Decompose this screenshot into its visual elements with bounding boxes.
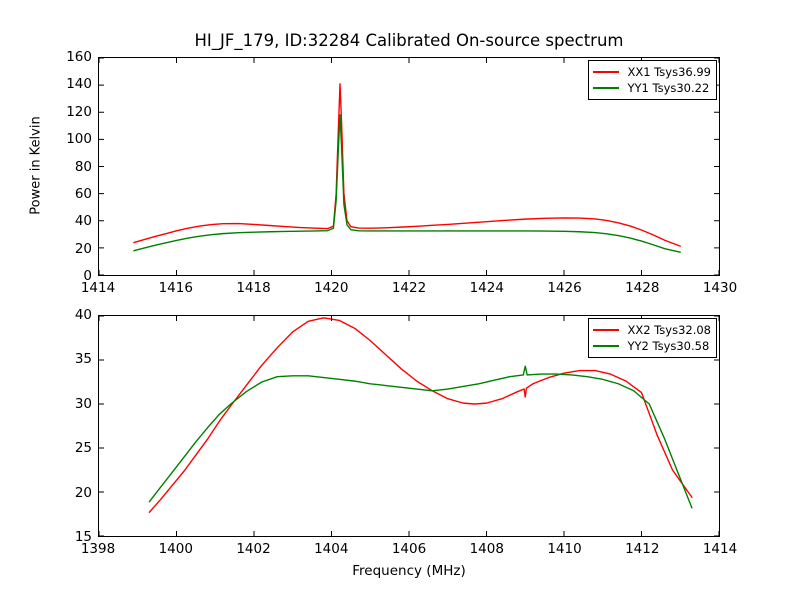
bottom-x-tick-label: 1410 — [547, 541, 582, 557]
figure-title: HI_JF_179, ID:32284 Calibrated On-source… — [194, 31, 624, 50]
legend-label-yy1: YY1 Tsys30.22 — [627, 81, 710, 95]
top-x-tick-label: 1418 — [236, 280, 271, 296]
legend-swatch-xx1 — [593, 71, 620, 73]
legend-item-yy1: YY1 Tsys30.22 — [593, 80, 711, 96]
bottom-x-tick-label: 1398 — [80, 541, 116, 557]
series-line — [134, 115, 680, 252]
bottom-x-tick-label: 1408 — [469, 541, 504, 557]
legend-item-yy2: YY2 Tsys30.58 — [593, 338, 711, 354]
bottom-x-tick-label: 1404 — [314, 541, 349, 557]
top-y-tick-label: 100 — [66, 131, 92, 148]
top-x-tick-label: 1430 — [702, 280, 738, 296]
legend-swatch-yy2 — [593, 345, 620, 347]
top-x-tick-label: 1420 — [314, 280, 349, 296]
top-x-tick-label: 1416 — [158, 280, 193, 296]
legend-label-xx2: XX2 Tsys32.08 — [627, 323, 711, 337]
legend-label-yy2: YY2 Tsys30.58 — [627, 339, 710, 353]
bottom-panel-plot-area — [99, 316, 719, 536]
bottom-x-tick-label: 1406 — [391, 541, 427, 557]
bottom-y-tick-label: 15 — [74, 529, 92, 545]
top-panel-plot-area — [99, 58, 719, 275]
series-line — [149, 366, 691, 508]
bottom-y-tick-label: 30 — [74, 395, 92, 412]
top-x-tick-label: 1426 — [547, 280, 582, 296]
top-x-tick-label: 1422 — [391, 280, 427, 296]
top-y-tick-label: 140 — [66, 76, 92, 93]
top-y-tick-label: 0 — [83, 268, 92, 284]
top-y-tick-label: 60 — [74, 185, 92, 202]
series-line — [134, 84, 680, 246]
bottom-y-tick-label: 40 — [74, 307, 92, 323]
top-x-tick-label: 1424 — [469, 280, 504, 296]
top-y-tick-label: 80 — [74, 158, 92, 175]
bottom-x-tick-label: 1414 — [702, 541, 738, 557]
top-y-tick-label: 120 — [66, 103, 92, 120]
top-x-tick-label: 1428 — [625, 280, 660, 296]
bottom-panel-x-axis-label: Frequency (MHz) — [352, 563, 466, 579]
bottom-y-tick-label: 25 — [74, 440, 92, 457]
top-y-tick-label: 40 — [74, 213, 92, 230]
legend-label-xx1: XX1 Tsys36.99 — [627, 65, 711, 79]
legend-item-xx2: XX2 Tsys32.08 — [593, 322, 711, 338]
bottom-x-tick-label: 1402 — [236, 541, 271, 557]
legend-swatch-xx2 — [593, 329, 620, 331]
bottom-panel-legend: XX2 Tsys32.08 YY2 Tsys30.58 — [588, 318, 717, 358]
top-panel-legend: XX1 Tsys36.99 YY1 Tsys30.22 — [588, 60, 717, 100]
top-panel-axes: XX1 Tsys36.99 YY1 Tsys30.22 — [98, 57, 720, 276]
top-y-tick-label: 160 — [66, 49, 92, 65]
bottom-y-tick-label: 35 — [74, 351, 92, 368]
bottom-x-tick-label: 1412 — [625, 541, 660, 557]
bottom-panel-axes: XX2 Tsys32.08 YY2 Tsys30.58 — [98, 315, 720, 537]
legend-swatch-yy1 — [593, 87, 620, 89]
legend-item-xx1: XX1 Tsys36.99 — [593, 64, 711, 80]
bottom-y-tick-label: 20 — [74, 484, 92, 501]
top-panel-y-axis-label: Power in Kelvin — [28, 116, 44, 215]
bottom-x-tick-label: 1400 — [158, 541, 193, 557]
top-y-tick-label: 20 — [74, 240, 92, 257]
top-x-tick-label: 1414 — [80, 280, 116, 296]
